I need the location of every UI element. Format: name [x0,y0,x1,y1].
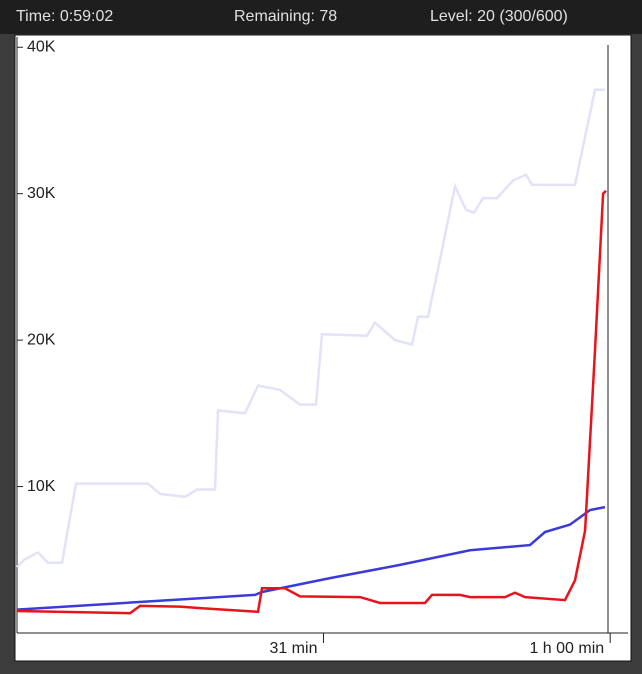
x-tick-label: 1 h 00 min [529,640,604,657]
y-tick-label: 40K [27,38,56,55]
y-tick-label: 20K [27,331,56,348]
y-tick-label: 10K [27,478,56,495]
x-tick-label: 31 min [269,640,317,657]
series-line [16,189,607,615]
time: Time: 0:59:02 [16,8,114,25]
y-tick-label: 30K [27,185,56,202]
series-line [16,505,606,611]
series-line [16,88,605,568]
remaining: Remaining: 78 [234,8,338,25]
status-bar: Time: 0:59:02 Remaining: 78 Level: 20 (3… [0,0,642,34]
level: Level: 20 (300/600) [430,8,568,25]
plot-area [14,34,632,662]
